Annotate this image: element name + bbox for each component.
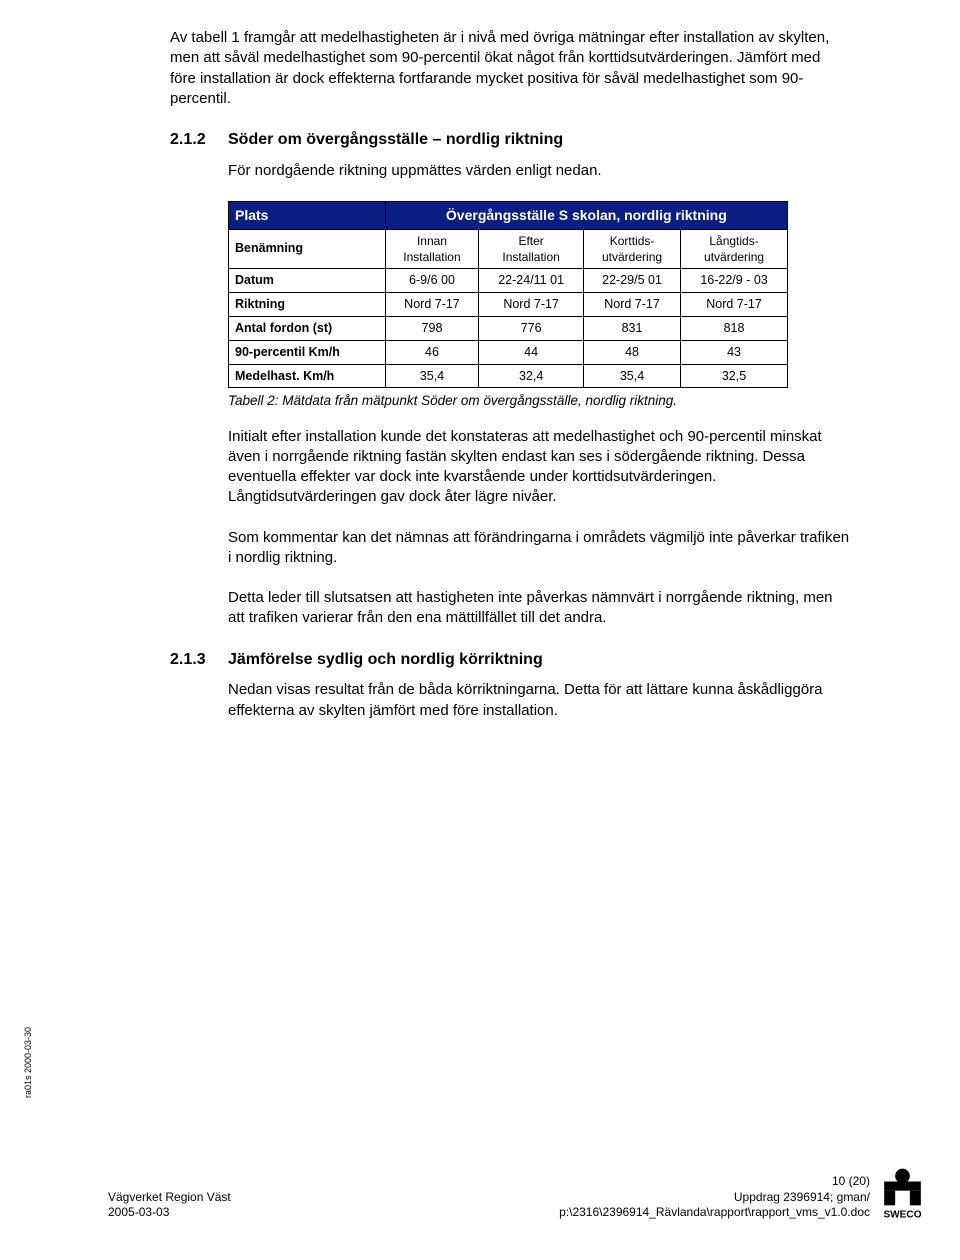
footer-ref1: Uppdrag 2396914; gman/ (559, 1190, 870, 1205)
row-label: Antal fordon (st) (229, 316, 386, 340)
table-caption: Tabell 2: Mätdata från mätpunkt Söder om… (228, 392, 850, 410)
cell: 43 (681, 340, 788, 364)
section-title: Söder om övergångsställe – nordlig riktn… (228, 129, 563, 151)
footer-right: 10 (20) Uppdrag 2396914; gman/ p:\2316\2… (559, 1174, 870, 1220)
row-label: Benämning (229, 229, 386, 268)
paragraph: För nordgående riktning uppmättes värden… (228, 161, 850, 181)
col-sub: Korttids-utvärdering (583, 229, 680, 268)
cell: 6-9/6 00 (385, 269, 479, 293)
paragraph: Initialt efter installation kunde det ko… (228, 427, 850, 508)
cell: Nord 7-17 (385, 292, 479, 316)
row-label: Medelhast. Km/h (229, 364, 386, 388)
footer-date: 2005-03-03 (108, 1205, 231, 1220)
row-label: Riktning (229, 292, 386, 316)
cell: 44 (479, 340, 584, 364)
cell: 32,4 (479, 364, 584, 388)
col-sub: Långtids-utvärdering (681, 229, 788, 268)
cell: 818 (681, 316, 788, 340)
table-header-title: Övergångsställe S skolan, nordlig riktni… (385, 201, 787, 229)
data-table: Plats Övergångsställe S skolan, nordlig … (228, 201, 788, 389)
logo-text: SWECO (883, 1209, 921, 1220)
cell: 46 (385, 340, 479, 364)
footer-left: Vägverket Region Väst 2005-03-03 (108, 1190, 231, 1220)
table-header-plats: Plats (229, 201, 386, 229)
section-title: Jämförelse sydlig och nordlig körriktnin… (228, 649, 543, 671)
cell: 776 (479, 316, 584, 340)
cell: 16-22/9 - 03 (681, 269, 788, 293)
cell: 32,5 (681, 364, 788, 388)
cell: Nord 7-17 (479, 292, 584, 316)
paragraph: Nedan visas resultat från de båda körrik… (228, 680, 850, 721)
side-meta: ra01s 2000-03-30 (22, 1027, 34, 1098)
page-number: 10 (20) (559, 1174, 870, 1189)
row-label: 90-percentil Km/h (229, 340, 386, 364)
section-heading-212: 2.1.2 Söder om övergångsställe – nordlig… (170, 129, 850, 151)
footer-org: Vägverket Region Väst (108, 1190, 231, 1205)
cell: 831 (583, 316, 680, 340)
sweco-logo-icon: SWECO (875, 1165, 930, 1220)
section-heading-213: 2.1.3 Jämförelse sydlig och nordlig körr… (170, 649, 850, 671)
paragraph: Som kommentar kan det nämnas att förändr… (228, 528, 850, 569)
cell: 22-24/11 01 (479, 269, 584, 293)
col-sub: EfterInstallation (479, 229, 584, 268)
footer-ref2: p:\2316\2396914_Rävlanda\rapport\rapport… (559, 1205, 870, 1220)
section-number: 2.1.2 (170, 129, 228, 151)
cell: 48 (583, 340, 680, 364)
paragraph: Av tabell 1 framgår att medelhastigheten… (170, 28, 850, 109)
section-number: 2.1.3 (170, 649, 228, 671)
row-label: Datum (229, 269, 386, 293)
cell: 35,4 (583, 364, 680, 388)
paragraph: Detta leder till slutsatsen att hastighe… (228, 588, 850, 629)
col-sub: InnanInstallation (385, 229, 479, 268)
cell: 798 (385, 316, 479, 340)
cell: Nord 7-17 (681, 292, 788, 316)
cell: Nord 7-17 (583, 292, 680, 316)
cell: 22-29/5 01 (583, 269, 680, 293)
cell: 35,4 (385, 364, 479, 388)
